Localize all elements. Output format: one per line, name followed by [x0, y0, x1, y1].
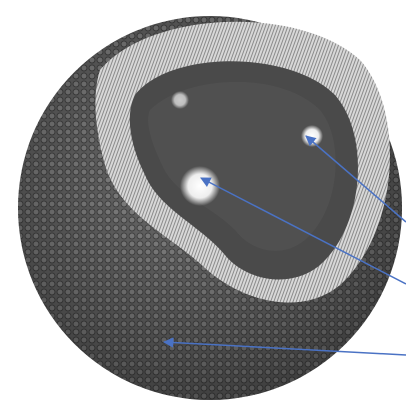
bright-spot — [171, 91, 189, 109]
bright-spot — [180, 166, 220, 206]
interior-texture — [148, 81, 336, 251]
arrow — [200, 177, 406, 285]
arrow — [305, 135, 406, 223]
arrow — [162, 337, 406, 356]
arrows — [162, 135, 406, 356]
bright-spot — [301, 125, 323, 147]
vesicle — [18, 16, 402, 400]
